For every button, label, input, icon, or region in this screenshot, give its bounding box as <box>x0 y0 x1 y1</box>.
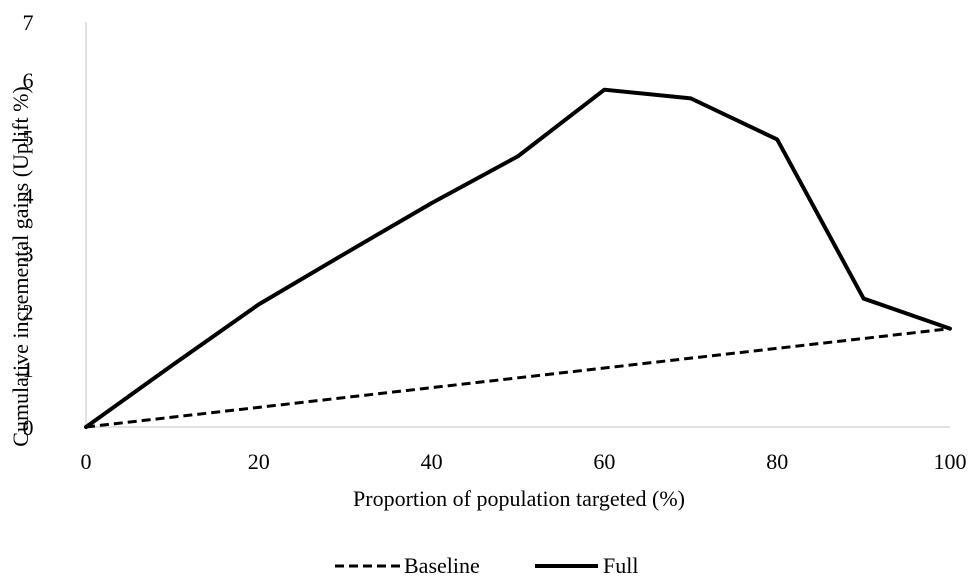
plot-area <box>85 22 950 428</box>
series-lines <box>84 87 952 429</box>
series-line-baseline <box>85 327 951 429</box>
x-tick-label: 60 <box>593 449 615 474</box>
x-tick-labels: 0 20 40 60 80 100 <box>81 449 967 474</box>
y-tick-label: 4 <box>23 184 34 209</box>
x-tick-label: 80 <box>766 449 788 474</box>
x-tick-label: 100 <box>934 449 967 474</box>
legend: Baseline Full <box>335 553 638 578</box>
y-axis-title: Cumulative incremental gains (Uplift %) <box>8 86 33 446</box>
y-tick-label: 0 <box>23 415 34 440</box>
x-tick-label: 20 <box>248 449 270 474</box>
y-tick-label: 3 <box>23 241 34 266</box>
y-tick-label: 5 <box>23 126 34 151</box>
x-axis-title: Proportion of population targeted (%) <box>353 486 685 511</box>
x-tick-label: 40 <box>421 449 443 474</box>
y-tick-labels: 0 1 2 3 4 5 6 7 <box>23 10 34 440</box>
series-line-full <box>84 87 952 429</box>
x-tick-label: 0 <box>81 449 92 474</box>
y-tick-label: 6 <box>23 68 34 93</box>
legend-label-full: Full <box>603 553 638 578</box>
y-tick-label: 7 <box>23 10 34 35</box>
y-tick-label: 1 <box>23 357 34 382</box>
legend-label-baseline: Baseline <box>404 553 480 578</box>
y-tick-label: 2 <box>23 299 34 324</box>
